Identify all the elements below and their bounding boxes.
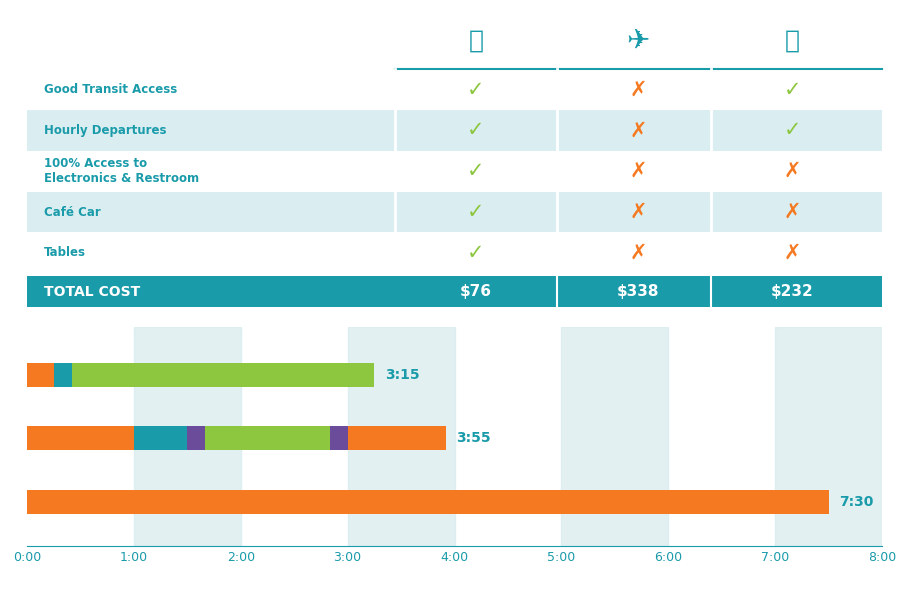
Text: ✗: ✗ — [630, 243, 647, 263]
Text: Good Transit Access: Good Transit Access — [44, 83, 177, 96]
Text: ✗: ✗ — [784, 202, 801, 222]
Text: $338: $338 — [617, 284, 660, 299]
Text: $76: $76 — [460, 284, 492, 299]
Text: ✈: ✈ — [626, 27, 650, 55]
Bar — [27, 191, 882, 232]
Text: 🚆: 🚆 — [468, 29, 483, 53]
Bar — [347, 327, 454, 546]
Text: ✓: ✓ — [467, 161, 484, 181]
Text: ✗: ✗ — [630, 80, 647, 100]
Text: ✓: ✓ — [467, 121, 484, 140]
Bar — [27, 363, 54, 387]
Text: ✓: ✓ — [784, 80, 801, 100]
Text: $232: $232 — [770, 284, 814, 299]
Text: ✗: ✗ — [630, 202, 647, 222]
Text: ✓: ✓ — [467, 202, 484, 222]
Text: Tables: Tables — [44, 246, 86, 259]
Text: TOTAL COST: TOTAL COST — [44, 284, 140, 299]
Text: 3:55: 3:55 — [456, 431, 491, 445]
Bar — [205, 426, 330, 450]
Bar — [330, 426, 347, 450]
Bar — [134, 426, 187, 450]
Bar — [54, 363, 72, 387]
Text: ✗: ✗ — [784, 161, 801, 181]
Text: 3:15: 3:15 — [385, 368, 419, 382]
Bar — [27, 426, 134, 450]
Bar — [562, 327, 668, 546]
Text: Hourly Departures: Hourly Departures — [44, 124, 166, 137]
Bar — [27, 490, 829, 514]
Text: ✓: ✓ — [467, 243, 484, 263]
Bar — [72, 363, 374, 387]
Bar — [27, 110, 882, 151]
Text: ✓: ✓ — [467, 80, 484, 100]
Text: 7:30: 7:30 — [839, 494, 874, 509]
Text: 100% Access to
Electronics & Restroom: 100% Access to Electronics & Restroom — [44, 157, 199, 185]
Text: ✗: ✗ — [630, 161, 647, 181]
Text: Café Car: Café Car — [44, 206, 101, 218]
Text: ✓: ✓ — [784, 121, 801, 140]
Bar — [187, 426, 205, 450]
Text: ✗: ✗ — [630, 121, 647, 140]
Text: ✗: ✗ — [784, 243, 801, 263]
Bar — [347, 426, 446, 450]
Text: 🚗: 🚗 — [785, 29, 800, 53]
Bar — [134, 327, 241, 546]
Bar — [27, 276, 882, 307]
Bar — [775, 327, 882, 546]
